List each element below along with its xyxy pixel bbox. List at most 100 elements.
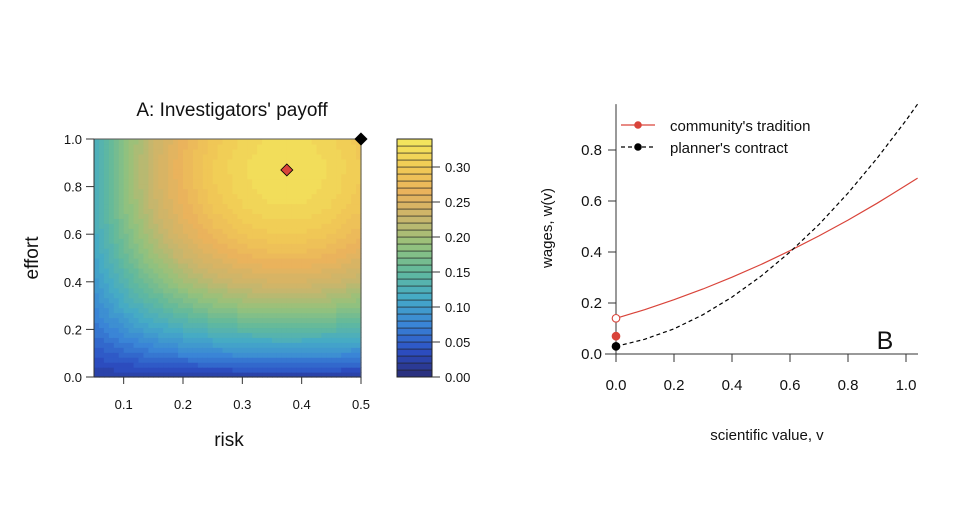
heatmap-cell [242,258,248,264]
heatmap-cell [217,277,224,284]
heatmap-cell [257,139,263,145]
heatmap-cell [94,253,100,259]
heatmap-cell [321,178,327,185]
heatmap-cell [183,332,189,338]
heatmap-cell [212,332,219,338]
heatmap-cell [272,168,278,175]
heatmap-cell [331,292,337,299]
heatmap-cell [276,317,283,324]
heatmap-cell [183,213,189,219]
heatmap-cell [291,347,298,353]
heatmap-cell [346,213,352,219]
heatmap-cell [183,317,189,324]
heatmap-cell [217,367,224,373]
heatmap-cell [113,173,120,180]
heatmap-cell [163,168,169,175]
heatmap-cell [222,347,229,353]
heatmap-cell [217,173,224,180]
heatmap-cell [346,198,352,205]
heatmap-cell [98,302,105,309]
heatmap-cell [257,213,263,219]
heatmap-cell [267,238,273,244]
heatmap-cell [252,272,258,279]
heatmap-cell [173,248,179,254]
heatmap-cell [187,163,194,170]
colorbar-band [396,145,433,154]
heatmap-cell [346,238,352,244]
heatmap-cell [108,317,115,324]
heatmap-cell [94,183,100,190]
heatmap-cell [326,173,332,180]
heatmap-cell [351,233,357,239]
heatmap-cell [207,243,214,249]
heatmap-cell [103,228,110,234]
heatmap-cell [296,352,303,358]
heatmap-cell [178,312,184,319]
heatmap-cell [138,332,145,338]
heatmap-cell [351,248,357,254]
heatmap-cell [331,282,337,289]
heatmap-cell [242,183,248,190]
heatmap-cell [306,307,313,314]
heatmap-cell [183,292,189,299]
heatmap-cell [281,322,288,329]
heatmap-cell [296,272,303,279]
heatmap-cell [331,228,337,234]
heatmap-cell [262,188,268,195]
heatmap-cell [227,282,234,289]
heatmap-cell [168,233,174,239]
heatmap-cell [346,312,352,319]
heatmap-cell [207,272,214,279]
heatmap-cell [128,208,135,214]
heatmap-cell [227,337,234,343]
heatmap-cell [247,342,253,348]
heatmap-cell [113,153,120,160]
heatmap-cell [341,258,347,264]
heatmap-cell [331,322,337,329]
heatmap-cell [128,163,135,170]
heatmap-cell [153,302,159,309]
heatmap-cell [173,327,179,333]
heatmap-cell [301,292,308,299]
heatmap-cell [168,362,174,368]
heatmap-cell [98,292,105,299]
heatmap-cell [301,337,308,343]
heatmap-cell [227,352,234,358]
heatmap-cell [183,322,189,329]
heatmap-cell [341,178,347,185]
heatmap-cell [153,248,159,254]
heatmap-cell [148,213,154,219]
heatmap-cell [296,253,303,259]
heatmap-cell [192,357,199,363]
heatmap-cell [227,143,234,150]
heatmap-cell [118,148,125,155]
heatmap-cell [158,188,164,195]
heatmap-cell [232,287,238,294]
heatmap-cell [98,327,105,333]
heatmap-cell [163,342,169,348]
heatmap-cell [247,193,253,200]
heatmap-cell [237,347,243,353]
heatmap-cell [341,317,347,324]
heatmap-cell [217,362,224,368]
colorbar-band [396,264,433,273]
heatmap-cell [262,312,268,319]
heatmap-cell [321,352,327,358]
heatmap-cell [257,282,263,289]
heatmap-cell [257,302,263,309]
heatmap-cell [306,317,313,324]
heatmap-cell [346,277,352,284]
heatmap-cell [351,337,357,343]
heatmap-cell [202,243,209,249]
heatmap-cell [178,302,184,309]
heatmap-cell [133,173,140,180]
heatmap-cell [336,262,342,269]
heatmap-cell [272,367,278,373]
heatmap-cell [356,238,362,244]
heatmap-cell [296,188,303,195]
heatmap-cell [237,277,243,284]
heatmap-cell [262,342,268,348]
heatmap-cell [267,292,273,299]
heatmap-cell [123,153,130,160]
heatmap-cell [252,342,258,348]
